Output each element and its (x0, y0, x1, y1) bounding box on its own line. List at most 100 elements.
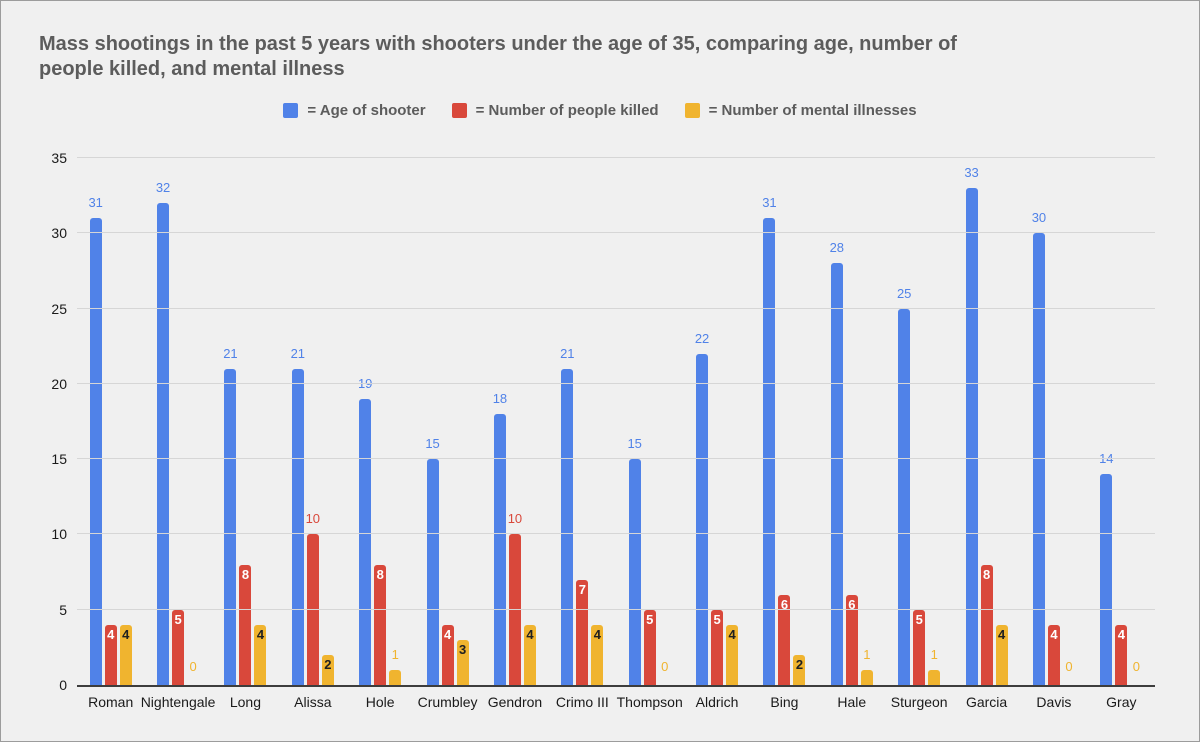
x-axis-label: Garcia (965, 694, 1008, 710)
bar-number-of-mental-illnesses: 4 (523, 624, 536, 685)
bar-value-label: 4 (997, 626, 1006, 642)
legend-swatch-icon (283, 103, 299, 118)
gridline (77, 533, 1155, 535)
bar-number-of-people-killed: 8 (374, 564, 387, 685)
bar-value-label: 2 (795, 656, 804, 672)
legend-item-number-of-mental-illnesses: = Number of mental illnesses (684, 102, 917, 119)
bar-number-of-people-killed: 4 (441, 624, 454, 685)
bar-number-of-mental-illnesses: 3 (456, 639, 469, 685)
bar-value-label: 31 (762, 195, 777, 211)
bar-age-of-shooter: 21 (291, 347, 305, 685)
bar-group-gray: 14 4 0 Gray (1088, 158, 1155, 710)
bar-age-of-shooter: 21 (223, 347, 238, 685)
bar-number-of-people-killed: 8 (239, 564, 252, 685)
legend-label: = Number of mental illnesses (708, 102, 917, 119)
bar-number-of-mental-illnesses: 4 (119, 624, 132, 685)
bar-group-gendron: 18 10 4 Gendron (481, 158, 548, 710)
bar-number-of-people-killed: 10 (508, 512, 522, 685)
chart-title-line1: Mass shootings in the past 5 years with … (39, 33, 957, 55)
bar-value-label: 32 (155, 180, 171, 196)
bar-age-of-shooter: 28 (830, 241, 844, 685)
bar-value-label: 8 (376, 566, 384, 582)
bar-number-of-mental-illnesses: 4 (995, 624, 1008, 685)
bar-value-label: 22 (694, 330, 710, 346)
bar-group-hale: 28 6 1 Hale (818, 158, 885, 710)
bar-value-label: 7 (578, 581, 586, 597)
bar-group-long: 21 8 4 Long (212, 158, 279, 710)
bar-group-crimo-iii: 21 7 4 Crimo III (549, 158, 616, 710)
gridline (77, 157, 1155, 158)
bar-value-label: 25 (896, 285, 912, 301)
bar-age-of-shooter: 22 (695, 332, 709, 685)
bar-value-label: 8 (241, 566, 250, 582)
bar-group-roman: 31 4 4 Roman (77, 158, 144, 710)
bar-value-label: 4 (593, 626, 601, 642)
bar-value-label: 18 (492, 390, 508, 406)
legend-item-number-of-people-killed: = Number of people killed (451, 102, 659, 119)
bar-number-of-people-killed: 4 (1047, 624, 1060, 685)
bar-value-label: 4 (1117, 626, 1125, 642)
bar-value-label: 5 (713, 611, 721, 627)
y-axis-label: 10 (51, 526, 67, 543)
bar-value-label: 0 (1132, 659, 1140, 674)
bar-age-of-shooter: 33 (964, 166, 979, 685)
legend-swatch-icon (684, 103, 700, 118)
bar-age-of-shooter: 18 (493, 392, 507, 685)
bar-value-label: 4 (443, 626, 452, 642)
x-axis-label: Roman (88, 694, 134, 710)
bar-group-sturgeon: 25 5 1 Sturgeon (886, 158, 953, 710)
bar-age-of-shooter: 31 (762, 196, 777, 685)
bar-value-label: 4 (728, 626, 736, 642)
bar-number-of-people-killed: 6 (845, 594, 858, 685)
y-axis-label: 0 (59, 677, 67, 693)
gridline (77, 232, 1155, 234)
bar-age-of-shooter: 15 (627, 437, 642, 685)
bar-value-label: 4 (526, 626, 534, 642)
bar-value-label: 2 (324, 656, 332, 672)
x-axis-label: Bing (770, 694, 799, 710)
bar-value-label: 21 (223, 345, 238, 361)
bar-number-of-people-killed: 5 (172, 609, 185, 685)
bar-value-label: 3 (458, 641, 467, 657)
bar-value-label: 4 (1050, 626, 1058, 642)
x-axis-label: Davis (1036, 694, 1072, 710)
bar-number-of-people-killed: 7 (576, 579, 589, 685)
bar-value-label: 4 (107, 626, 115, 642)
x-axis-label: Long (229, 694, 262, 710)
bar-value-label: 8 (982, 566, 991, 582)
gridline (77, 458, 1155, 460)
bar-value-label: 21 (560, 345, 575, 361)
legend-item-age-of-shooter: = Age of shooter (283, 102, 426, 119)
bar-age-of-shooter: 15 (425, 437, 440, 685)
bar-number-of-people-killed: 5 (643, 609, 656, 685)
bar-number-of-people-killed: 5 (913, 609, 926, 685)
chart-legend: = Age of shooter = Number of people kille… (1, 102, 1199, 119)
chart-title: Mass shootings in the past 5 years with … (39, 32, 957, 82)
bar-value-label: 6 (780, 596, 789, 612)
y-axis-label: 15 (51, 451, 67, 468)
bar-group-crumbley: 15 4 3 Crumbley (414, 158, 481, 710)
bar-value-label: 1 (863, 646, 871, 662)
x-axis-label: Thompson (616, 694, 683, 710)
gridline (77, 307, 1155, 309)
bar-number-of-mental-illnesses: 1 (928, 648, 941, 685)
bar-value-label: 5 (174, 611, 182, 627)
bar-value-label: 5 (915, 611, 923, 627)
x-axis-label: Crimo III (555, 694, 609, 710)
bar-group-davis: 30 4 0 Davis (1020, 158, 1087, 710)
bar-number-of-people-killed: 8 (980, 564, 993, 685)
gridline (77, 608, 1155, 610)
bar-number-of-mental-illnesses: 4 (726, 624, 739, 685)
bar-value-label: 4 (256, 626, 265, 642)
x-axis-label: Hole (365, 694, 395, 710)
bar-groups: 31 4 4 Roman 32 5 0 Nightengale 21 8 4 Long 21 10 2 Ali… (77, 158, 1155, 710)
y-axis-label: 30 (51, 225, 67, 242)
bar-value-label: 15 (425, 436, 440, 452)
bar-age-of-shooter: 19 (358, 377, 372, 685)
bar-value-label: 10 (305, 511, 321, 527)
bar-age-of-shooter: 21 (560, 347, 575, 685)
x-axis-label: Sturgeon (890, 694, 948, 710)
chart-title-line2: people killed, and mental illness (39, 58, 345, 80)
plot-area: 31 4 4 Roman 32 5 0 Nightengale 21 8 4 Long 21 10 2 Ali… (51, 151, 1155, 710)
